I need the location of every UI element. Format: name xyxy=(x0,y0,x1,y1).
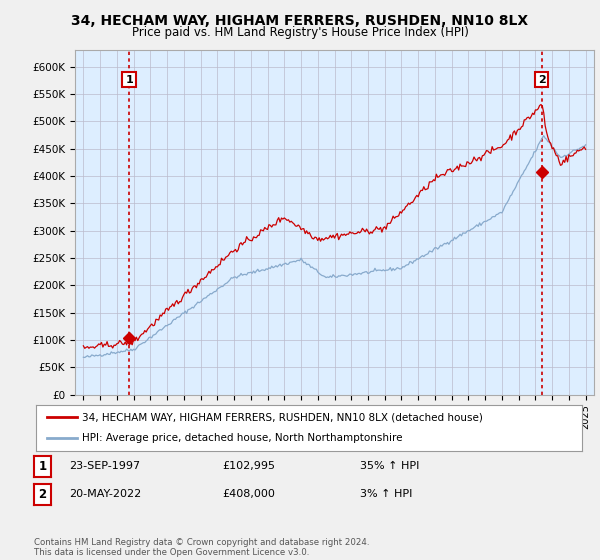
Text: 3% ↑ HPI: 3% ↑ HPI xyxy=(360,489,412,500)
Text: £102,995: £102,995 xyxy=(222,461,275,472)
Text: Contains HM Land Registry data © Crown copyright and database right 2024.
This d: Contains HM Land Registry data © Crown c… xyxy=(34,538,370,557)
Text: 23-SEP-1997: 23-SEP-1997 xyxy=(69,461,140,472)
Text: 1: 1 xyxy=(38,460,47,473)
Text: £408,000: £408,000 xyxy=(222,489,275,500)
Text: 2: 2 xyxy=(38,488,47,501)
Text: 35% ↑ HPI: 35% ↑ HPI xyxy=(360,461,419,472)
Text: 20-MAY-2022: 20-MAY-2022 xyxy=(69,489,141,500)
Text: 34, HECHAM WAY, HIGHAM FERRERS, RUSHDEN, NN10 8LX: 34, HECHAM WAY, HIGHAM FERRERS, RUSHDEN,… xyxy=(71,14,529,28)
Text: 1: 1 xyxy=(125,74,133,85)
Text: 34, HECHAM WAY, HIGHAM FERRERS, RUSHDEN, NN10 8LX (detached house): 34, HECHAM WAY, HIGHAM FERRERS, RUSHDEN,… xyxy=(82,412,483,422)
Text: 2: 2 xyxy=(538,74,545,85)
Text: HPI: Average price, detached house, North Northamptonshire: HPI: Average price, detached house, Nort… xyxy=(82,433,403,444)
Text: Price paid vs. HM Land Registry's House Price Index (HPI): Price paid vs. HM Land Registry's House … xyxy=(131,26,469,39)
